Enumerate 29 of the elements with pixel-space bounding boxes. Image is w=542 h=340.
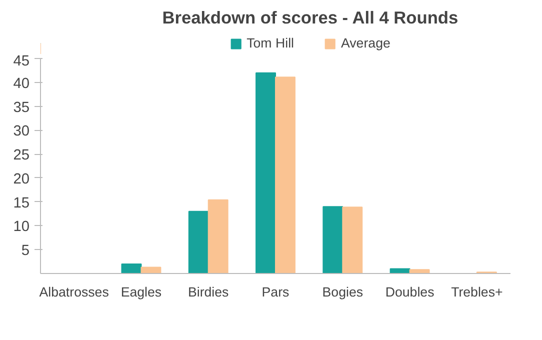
y-tick-label: 45 bbox=[13, 54, 30, 70]
legend-label: Average bbox=[340, 36, 390, 50]
bar bbox=[409, 269, 430, 274]
bar bbox=[121, 263, 142, 274]
x-tick-label: Bogies bbox=[322, 284, 364, 300]
x-tick-label: Albatrosses bbox=[39, 284, 110, 300]
y-tick-label: 40 bbox=[13, 76, 30, 92]
x-tick-label: Eagles bbox=[120, 284, 162, 300]
bar bbox=[322, 206, 344, 274]
x-tick-label: Doubles bbox=[385, 284, 435, 300]
y-tick-label: 5 bbox=[21, 243, 30, 260]
y-tick-label: 15 bbox=[13, 195, 30, 212]
y-tick-label: 30 bbox=[13, 124, 30, 140]
y-tick-label: 10 bbox=[13, 219, 30, 236]
y-tick-label: 25 bbox=[13, 148, 30, 164]
bar bbox=[140, 266, 162, 274]
chart-title: Breakdown of scores - All 4 Rounds bbox=[162, 8, 458, 28]
bar bbox=[188, 210, 209, 274]
x-tick-label: Trebles+ bbox=[451, 284, 504, 300]
bar bbox=[275, 76, 296, 274]
bar bbox=[342, 206, 363, 274]
x-tick-label: Birdies bbox=[188, 284, 230, 300]
y-tick-label: 20 bbox=[13, 171, 30, 188]
y-tick-label: 35 bbox=[13, 100, 30, 116]
legend-label: Tom Hill bbox=[246, 36, 294, 50]
bar bbox=[208, 199, 228, 274]
bar bbox=[390, 268, 410, 274]
bar bbox=[256, 72, 276, 274]
x-tick-label: Pars bbox=[262, 284, 290, 300]
